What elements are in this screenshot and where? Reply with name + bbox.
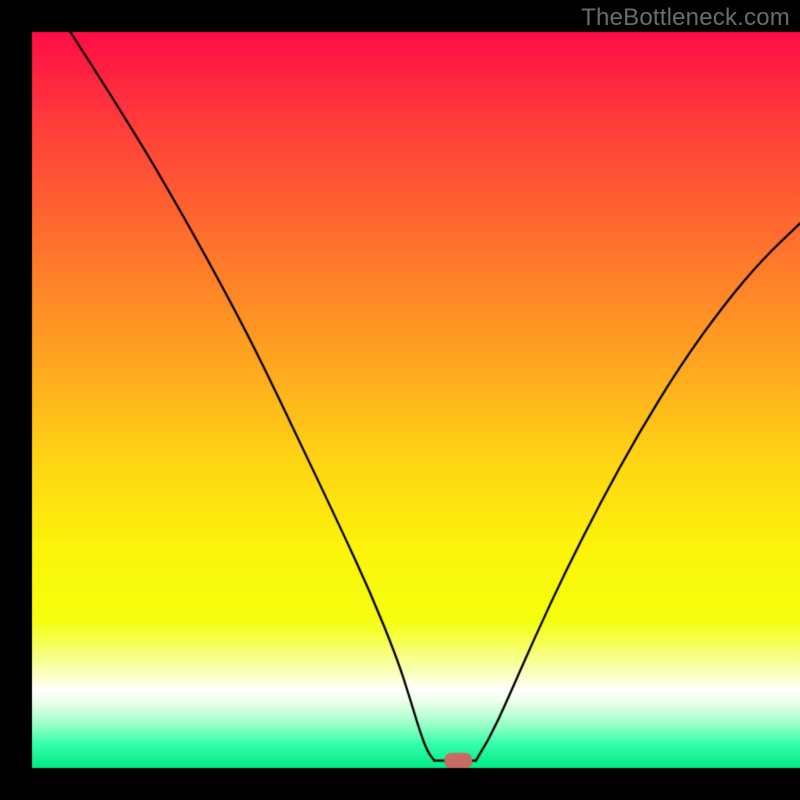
bottleneck-chart (0, 0, 800, 800)
watermark-text: TheBottleneck.com (581, 4, 790, 32)
